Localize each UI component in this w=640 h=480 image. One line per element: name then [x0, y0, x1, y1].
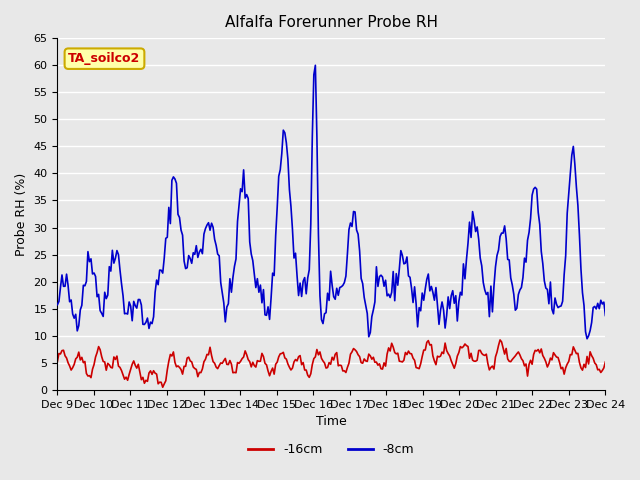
Legend: -16cm, -8cm: -16cm, -8cm [243, 438, 419, 461]
X-axis label: Time: Time [316, 415, 347, 428]
Text: TA_soilco2: TA_soilco2 [68, 52, 141, 65]
Title: Alfalfa Forerunner Probe RH: Alfalfa Forerunner Probe RH [225, 15, 438, 30]
Y-axis label: Probe RH (%): Probe RH (%) [15, 172, 28, 256]
